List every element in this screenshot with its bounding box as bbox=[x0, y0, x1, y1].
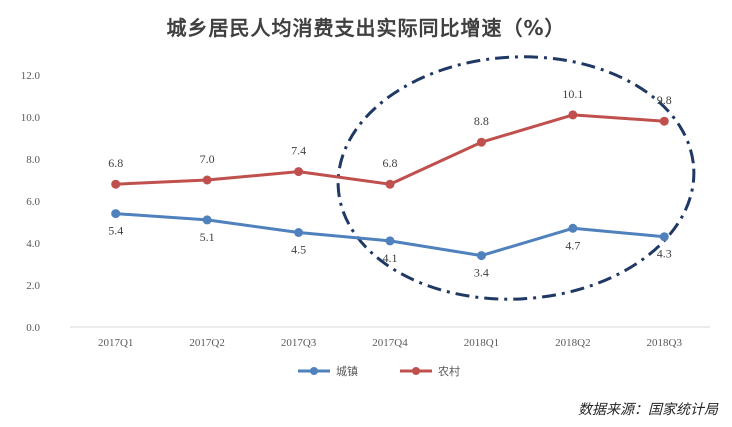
x-tick-label: 2018Q3 bbox=[647, 337, 683, 349]
y-tick-label: 4.0 bbox=[26, 238, 40, 250]
data-point bbox=[202, 215, 212, 225]
legend-label: 城镇 bbox=[336, 364, 358, 378]
data-point bbox=[111, 209, 121, 219]
data-point bbox=[476, 251, 486, 261]
x-tick-label: 2017Q3 bbox=[281, 337, 317, 349]
data-label: 4.1 bbox=[383, 251, 398, 265]
data-point bbox=[659, 116, 669, 126]
data-point bbox=[568, 110, 578, 120]
data-label: 4.3 bbox=[657, 247, 672, 261]
y-tick-label: 8.0 bbox=[26, 154, 40, 166]
legend-label: 农村 bbox=[438, 364, 460, 378]
data-point bbox=[111, 179, 121, 189]
data-label: 4.7 bbox=[565, 238, 580, 252]
data-label: 6.8 bbox=[383, 156, 398, 170]
data-point bbox=[385, 179, 395, 189]
x-tick-label: 2017Q2 bbox=[189, 337, 224, 349]
data-label: 9.8 bbox=[657, 93, 672, 107]
data-point bbox=[568, 223, 578, 233]
highlight-ellipse bbox=[336, 55, 696, 301]
data-label: 4.5 bbox=[291, 243, 306, 257]
y-tick-label: 10.0 bbox=[21, 112, 41, 124]
data-point bbox=[659, 232, 669, 242]
y-tick-label: 6.0 bbox=[26, 196, 40, 208]
y-tick-label: 2.0 bbox=[26, 280, 40, 292]
legend-marker bbox=[310, 367, 318, 375]
x-axis: 2017Q1 2017Q2 2017Q3 2017Q4 2018Q1 2018Q2 2018… bbox=[70, 326, 710, 349]
x-tick-label: 2017Q1 bbox=[98, 337, 133, 349]
y-tick-label: 12.0 bbox=[21, 70, 41, 82]
data-label: 5.4 bbox=[108, 224, 123, 238]
y-tick-label: 0.0 bbox=[26, 322, 40, 334]
annotation-layer bbox=[336, 55, 696, 301]
series-line bbox=[115, 113, 665, 186]
data-label: 3.4 bbox=[474, 266, 489, 280]
data-point bbox=[294, 228, 304, 237]
data-point bbox=[385, 236, 395, 246]
series-line bbox=[115, 212, 665, 258]
data-label: 6.8 bbox=[108, 156, 123, 170]
legend: 城镇 农村 bbox=[298, 364, 460, 378]
x-tick-label: 2018Q2 bbox=[555, 337, 590, 349]
data-point bbox=[294, 167, 304, 177]
source-note: 数据来源：国家统计局 bbox=[578, 402, 718, 418]
series-layer: 5.4 5.1 4.5 4.1 3.4 4.7 4.3 6.8 7.0 7.4 6.8 8.8 10.1… bbox=[108, 87, 672, 280]
data-label: 8.8 bbox=[474, 114, 489, 128]
data-point bbox=[202, 175, 212, 185]
data-label: 7.4 bbox=[291, 144, 306, 158]
y-axis: 0.0 2.0 4.0 6.0 8.0 10.0 12.0 bbox=[21, 70, 41, 334]
x-tick-label: 2018Q1 bbox=[464, 337, 499, 349]
data-label: 5.1 bbox=[200, 230, 215, 244]
x-tick-label: 2017Q4 bbox=[372, 337, 408, 349]
data-point bbox=[476, 137, 486, 147]
legend-marker bbox=[412, 367, 420, 375]
chart-title: 城乡居民人均消费支出实际同比增速（%） bbox=[166, 16, 566, 40]
data-label: 7.0 bbox=[200, 152, 215, 166]
data-label: 10.1 bbox=[562, 87, 583, 101]
